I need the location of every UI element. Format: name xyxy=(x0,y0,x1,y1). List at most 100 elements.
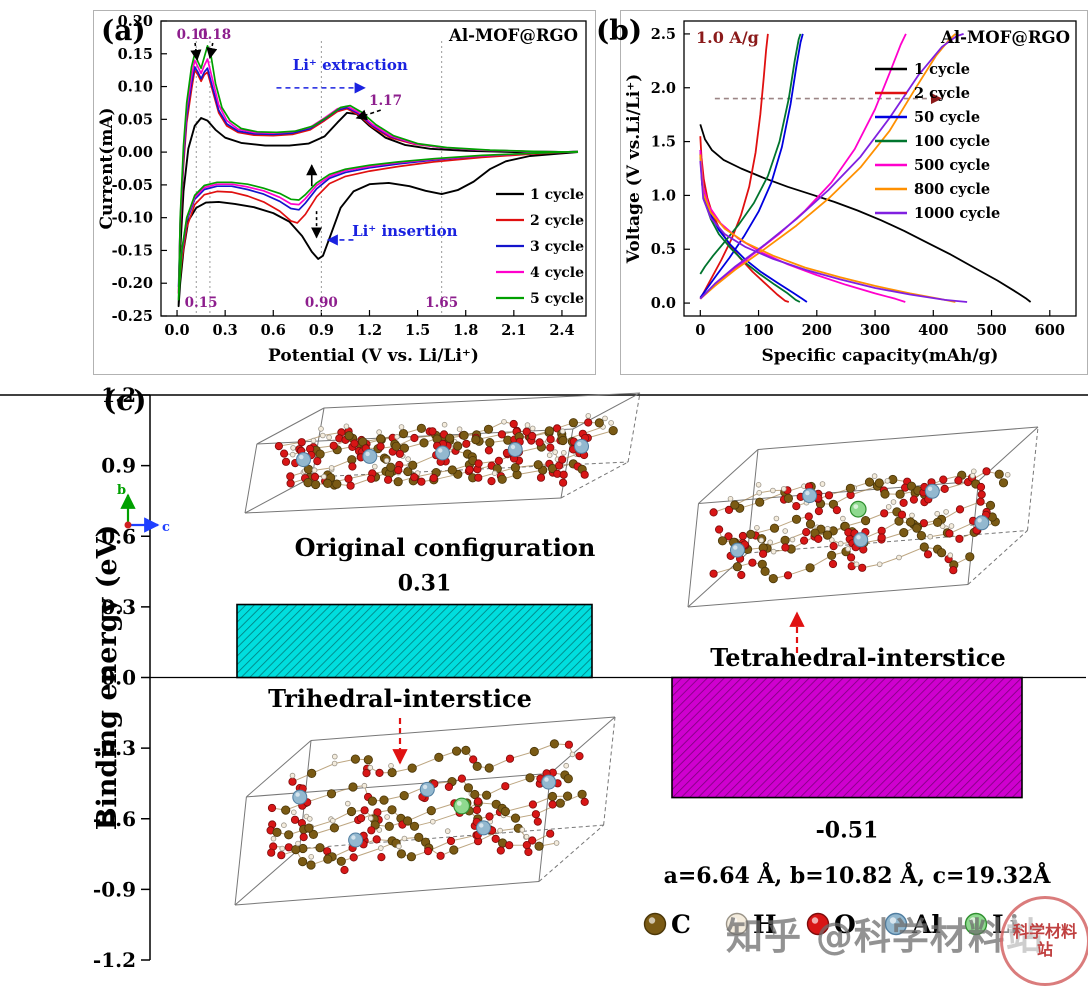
atom-O xyxy=(286,479,295,488)
atom-O xyxy=(548,800,557,809)
atom-symbol-label-H: H xyxy=(753,910,777,939)
atom-C xyxy=(307,768,317,778)
atom-O xyxy=(487,477,496,486)
atom-O xyxy=(267,803,277,813)
legend-label: 1 cycle xyxy=(914,61,970,78)
atom-O xyxy=(428,427,437,436)
atom-O xyxy=(535,438,544,447)
atom-H xyxy=(319,432,326,439)
atom-Li xyxy=(849,500,867,518)
atom-C xyxy=(471,435,481,445)
lattice-parameters: a=6.64 Å, b=10.82 Å, c=19.32Å xyxy=(664,862,1052,889)
atom-H xyxy=(871,473,878,479)
atom-H xyxy=(569,751,576,758)
atom-O xyxy=(473,797,483,806)
watermark-text: 知乎 @科学材料站 xyxy=(726,915,1044,958)
atom-H xyxy=(456,426,463,432)
atom-C xyxy=(315,843,325,853)
atom-H xyxy=(524,422,531,428)
x-tick-label: 600 xyxy=(1035,322,1065,339)
atom-Al xyxy=(802,488,818,504)
atom-O xyxy=(375,768,384,777)
atom-H xyxy=(371,463,378,470)
atom-O xyxy=(349,853,358,862)
atom-O xyxy=(497,430,506,439)
atom-C xyxy=(406,852,416,862)
cell-edge xyxy=(538,824,604,882)
legend-label: 50 cycle xyxy=(914,109,980,126)
atom-O xyxy=(955,505,965,514)
atom-H xyxy=(326,434,332,441)
y-tick-label: 1.0 xyxy=(651,187,676,204)
atom-C xyxy=(880,489,890,499)
atom-C xyxy=(860,516,871,526)
atom-C xyxy=(768,574,778,584)
atom-C xyxy=(306,860,316,870)
atom-C xyxy=(376,434,386,444)
atom-O xyxy=(494,456,503,465)
atom-O xyxy=(880,509,889,518)
atom-H xyxy=(396,843,402,850)
atom-O xyxy=(279,449,289,458)
atom-O xyxy=(982,467,991,476)
atom-O xyxy=(714,525,724,534)
atom-O xyxy=(356,814,366,823)
atom-C xyxy=(805,563,815,573)
atom-H xyxy=(384,814,390,820)
bar-tetrahedral-interstice xyxy=(671,676,1023,799)
atom-C xyxy=(899,528,909,538)
atom-H xyxy=(909,512,915,519)
atom-O xyxy=(376,442,385,451)
cv-legend: 1 cycle 2 cycle 3 cycle 4 cycle 5 cycle xyxy=(496,187,584,307)
y-tick-label: -0.15 xyxy=(112,242,153,259)
atom-C xyxy=(845,483,856,493)
atom-H xyxy=(585,413,592,419)
atom-O xyxy=(814,507,824,516)
tetrahedral-label: Tetrahedral-interstice xyxy=(710,643,1006,672)
atom-O xyxy=(394,466,403,475)
atom-C xyxy=(544,426,555,436)
cell-edge xyxy=(256,407,325,445)
y-tick-label: 0.0 xyxy=(651,295,676,312)
atom-C xyxy=(730,500,740,510)
gcd-800-cycle-discharge xyxy=(699,154,956,303)
cell-edge xyxy=(747,530,1028,554)
atom-C xyxy=(297,856,308,867)
watermark-badge-text: 科学材料站 xyxy=(1012,921,1077,959)
atom-H xyxy=(559,428,566,434)
atom-shine xyxy=(805,490,810,496)
atom-H xyxy=(376,827,383,833)
atom-O xyxy=(465,465,474,474)
atom-O xyxy=(724,505,734,514)
atom-C xyxy=(408,460,418,470)
atom-O xyxy=(533,817,542,826)
atom-C xyxy=(932,517,943,527)
atom-C xyxy=(414,832,424,842)
atom-H xyxy=(943,509,949,515)
atom-C xyxy=(461,745,471,755)
atom-H xyxy=(290,809,297,816)
atom-O xyxy=(274,442,283,451)
atom-C xyxy=(547,791,558,802)
atom-shine xyxy=(977,518,982,523)
atom-O xyxy=(528,431,537,441)
atom-C xyxy=(323,854,333,864)
atom-C xyxy=(379,795,389,805)
y-tick-label: -0.20 xyxy=(112,275,153,292)
atom-O xyxy=(436,851,445,860)
atom-O xyxy=(299,832,308,842)
atom-Al xyxy=(853,532,869,548)
atom-shine xyxy=(889,917,897,924)
y-tick-label: 0.00 xyxy=(118,144,153,161)
bar-trihedral-interstice xyxy=(236,603,593,679)
atom-C xyxy=(965,552,975,562)
atom-O xyxy=(919,519,929,528)
atom-O xyxy=(899,498,908,508)
panel-a-cv-plot: 0.0 0.3 0.6 0.9 1.2 1.5 1.8 2.1 2.4 -0.25 -0.20 -0.… xyxy=(93,10,596,375)
x-tick-label: 300 xyxy=(860,322,890,339)
axis-c-label: c xyxy=(162,520,170,535)
atom-shine xyxy=(733,545,738,550)
atom-O xyxy=(832,506,842,515)
legend-label: 5 cycle xyxy=(530,291,584,307)
atom-H xyxy=(845,546,851,552)
